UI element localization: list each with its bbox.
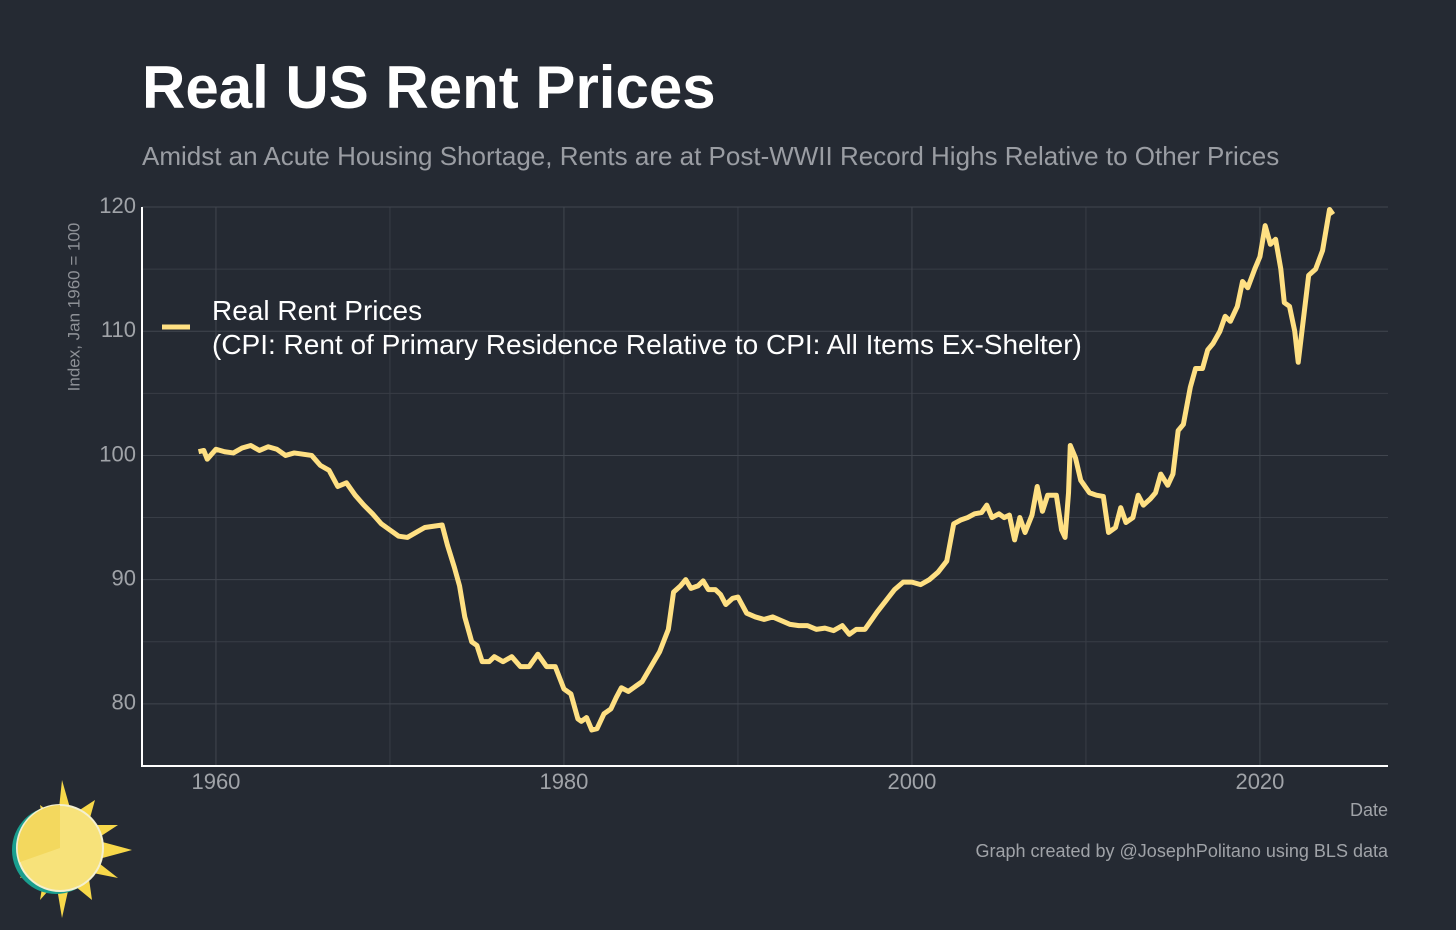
y-tick-label: 120	[99, 193, 136, 218]
grid	[142, 206, 1388, 766]
logo	[12, 780, 132, 918]
y-tick-label: 80	[112, 690, 136, 715]
y-axis-label: Index, Jan 1960 = 100	[64, 223, 83, 392]
x-tick-label: 1980	[539, 769, 588, 794]
legend-label: Real Rent Prices (CPI: Rent of Primary R…	[212, 295, 1082, 360]
chart-subtitle: Amidst an Acute Housing Shortage, Rents …	[142, 141, 1279, 171]
y-tick-label: 110	[101, 317, 136, 342]
x-tick-label: 2020	[1235, 769, 1284, 794]
y-tick-label: 90	[112, 565, 136, 590]
y-tick-label: 100	[99, 441, 136, 466]
x-tick-label: 2000	[887, 769, 936, 794]
plot	[197, 206, 1336, 733]
data-line	[197, 206, 1336, 733]
x-tick-label: 1960	[191, 769, 240, 794]
caption: Graph created by @JosephPolitano using B…	[975, 841, 1389, 861]
x-axis-label: Date	[1350, 800, 1388, 820]
chart-title: Real US Rent Prices	[142, 54, 716, 121]
